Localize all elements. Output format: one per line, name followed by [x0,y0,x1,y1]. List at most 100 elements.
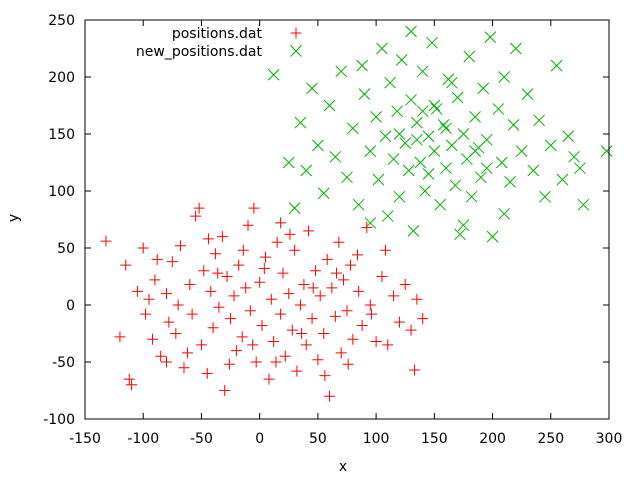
data-point [504,176,516,188]
data-point [533,114,545,127]
data-point [314,290,326,302]
data-point [376,271,388,282]
data-point [303,225,315,237]
data-point [399,278,411,290]
data-point [279,350,291,362]
x-tick-label: 50 [309,431,327,447]
data-point [428,145,441,157]
data-point [155,350,167,362]
data-point [486,230,499,243]
data-point [140,308,152,320]
data-point [457,128,470,140]
x-tick-label: -100 [127,431,159,447]
data-point [318,328,330,339]
data-point [515,145,528,157]
legend-marker [290,27,302,39]
data-point [480,162,493,175]
data-point [151,253,163,265]
data-point [451,91,464,104]
data-point [306,82,318,95]
x-tick-label: 200 [479,431,506,447]
data-point [317,187,330,200]
data-point [356,320,368,332]
data-point [219,385,231,396]
data-point [370,335,382,347]
data-point [242,219,254,231]
plot-marks [100,25,613,402]
data-point [331,267,343,279]
data-point [422,168,435,180]
data-point [312,139,324,152]
x-tick-label: -50 [190,431,213,447]
y-tick-label: 100 [48,184,75,200]
legend-marker [290,45,302,57]
data-point [341,171,353,184]
data-point [382,339,394,351]
data-point [265,293,277,305]
data-point [469,145,481,157]
legend-label: new_positions.dat [136,44,263,60]
data-point [358,88,371,100]
data-point [282,156,295,169]
data-point [256,320,268,332]
data-point [213,301,225,313]
data-point [201,367,213,379]
data-point [307,282,319,294]
data-point [259,251,271,263]
data-point [379,244,391,256]
data-point [324,390,336,402]
data-point [161,288,173,300]
y-tick-label: 50 [57,241,75,257]
y-tick-label: -100 [43,412,75,428]
data-point [306,313,318,325]
data-point [405,324,417,336]
data-point [463,50,476,63]
plot-frame [84,19,610,420]
data-point [100,235,112,247]
y-tick-label: 0 [66,298,75,314]
data-point [416,65,429,78]
data-point [409,364,421,376]
data-point [250,356,262,368]
data-point [286,324,298,336]
data-point [275,217,287,229]
data-point [190,210,202,222]
data-point [346,122,359,135]
data-point [527,164,540,177]
data-point [341,305,353,317]
data-point [202,233,214,245]
data-point [428,99,441,112]
data-point [430,103,443,115]
data-point [411,133,423,146]
axes: -150 -100 -50 0 50 100 150 200 250 300 -100 -50 0 50 1… [43,13,622,447]
data-point [270,356,282,368]
data-point [426,36,438,49]
data-point [300,339,312,351]
data-point [126,379,138,391]
data-point [283,288,295,300]
data-point [393,316,405,328]
data-point [247,339,259,351]
data-point [326,282,338,294]
data-point [212,267,224,279]
data-point [120,259,132,271]
data-point [263,373,275,385]
data-point [475,171,487,184]
series-2 [267,25,613,243]
data-point [507,119,520,131]
data-point [163,316,175,328]
data-point [484,31,497,43]
y-tick-label: 200 [48,70,75,86]
data-point [379,130,392,143]
data-point [498,71,511,83]
data-point [237,244,249,256]
data-point [178,362,190,374]
data-point [277,267,289,279]
data-point [131,285,143,297]
data-point [342,358,354,370]
data-point [291,365,303,377]
data-point [437,119,450,131]
x-tick-label: 150 [421,431,448,447]
data-point [248,202,260,214]
